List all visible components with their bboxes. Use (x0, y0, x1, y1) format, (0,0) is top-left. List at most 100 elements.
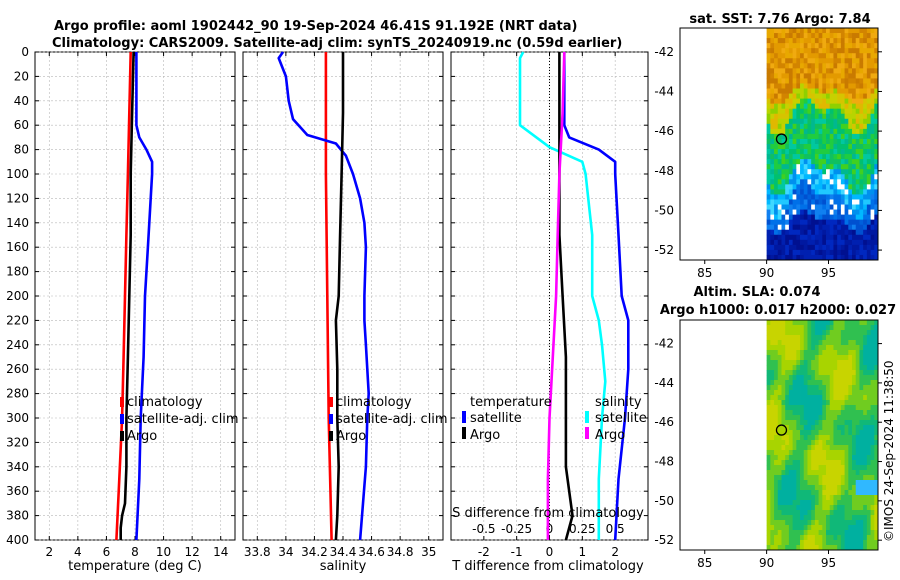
map-cell (766, 133, 771, 140)
map-cell (829, 420, 834, 426)
map-cell (792, 515, 797, 521)
map-cell (803, 154, 808, 160)
map-cell (781, 123, 786, 130)
map-cell (829, 325, 834, 331)
map-cell (826, 214, 831, 221)
map-cell (866, 88, 871, 94)
map-cell (863, 219, 868, 226)
map-cell (807, 435, 812, 441)
map-cell (770, 530, 775, 536)
map-cell (792, 179, 797, 185)
map-cell (855, 440, 860, 446)
map-cell (807, 455, 812, 461)
map-cell (829, 83, 834, 89)
map-cell (837, 510, 842, 516)
map-cell (855, 149, 860, 155)
map-cell (807, 470, 812, 476)
lat-tick-label: -48 (654, 164, 674, 178)
map-cell (811, 425, 816, 431)
map-cell (822, 545, 827, 551)
map-cell (781, 450, 786, 456)
map-cell (855, 73, 860, 79)
map-cell (837, 395, 842, 401)
map-cell (781, 33, 786, 39)
map-cell (811, 495, 816, 501)
map-cell (826, 530, 831, 536)
map-cell (852, 108, 857, 115)
map-cell (870, 194, 875, 200)
map-cell (766, 78, 771, 84)
map-cell (796, 204, 801, 210)
map-cell (874, 515, 879, 521)
map-cell (822, 445, 827, 451)
map-cell (807, 370, 812, 376)
map-cell (870, 219, 875, 226)
map-cell (852, 455, 857, 461)
map-cell (777, 400, 782, 406)
map-cell (770, 154, 775, 160)
map-cell (852, 63, 857, 69)
map-cell (766, 545, 771, 551)
map-cell (770, 224, 775, 231)
map-cell (866, 365, 871, 371)
difference-panel: -2 -1 0 1 2-0.5 -0.25 0 0.25 0.5 T difference fr… (450, 51, 649, 574)
map-cell (803, 530, 808, 536)
map-cell (837, 500, 842, 506)
map-cell (859, 320, 864, 326)
map-cell (855, 209, 860, 216)
map-cell (814, 515, 819, 521)
map-cell (803, 350, 808, 356)
map-cell (829, 254, 834, 261)
map-cell (774, 470, 779, 476)
map-cell (796, 214, 801, 221)
map-cell (811, 164, 816, 170)
map-cell (781, 510, 786, 516)
map-cell (844, 350, 849, 356)
map-cell (814, 485, 819, 491)
map-cell (792, 505, 797, 511)
map-cell (800, 320, 805, 326)
map-cell (840, 515, 845, 521)
map-cell (766, 470, 771, 476)
map-cell (803, 520, 808, 526)
map-cell (814, 465, 819, 471)
map-cell (807, 229, 812, 236)
map-cell (829, 209, 834, 216)
map-cell (785, 330, 790, 336)
map-cell (874, 159, 879, 165)
map-cell (829, 510, 834, 516)
map-cell (788, 138, 794, 145)
map-cell (807, 420, 812, 426)
map-cell (766, 345, 771, 351)
map-cell (777, 88, 782, 94)
map-cell (855, 480, 860, 486)
map-cell (833, 63, 838, 69)
map-cell (833, 43, 838, 49)
map-cell (859, 475, 864, 481)
map-cell (870, 58, 875, 64)
map-cell (796, 184, 801, 190)
map-cell (863, 254, 868, 261)
map-cell (766, 38, 771, 44)
map-cell (803, 450, 808, 456)
map-cell (818, 174, 823, 180)
map-cell (777, 515, 782, 521)
map-cell (811, 330, 816, 336)
map-cell (796, 520, 801, 526)
map-cell (800, 365, 805, 371)
map-cell (852, 169, 857, 175)
map-cell (840, 123, 845, 130)
map-cell (852, 445, 857, 451)
map-cell (792, 138, 797, 145)
map-cell (796, 234, 801, 241)
map-cell (803, 254, 808, 261)
map-cell (840, 199, 845, 205)
map-cell (863, 505, 868, 511)
map-cell (774, 415, 779, 421)
map-cell (774, 380, 779, 386)
map-cell (792, 535, 797, 541)
map-cell (818, 123, 823, 130)
map-cell (774, 123, 779, 130)
map-cell (866, 370, 871, 376)
map-cell (848, 164, 853, 170)
